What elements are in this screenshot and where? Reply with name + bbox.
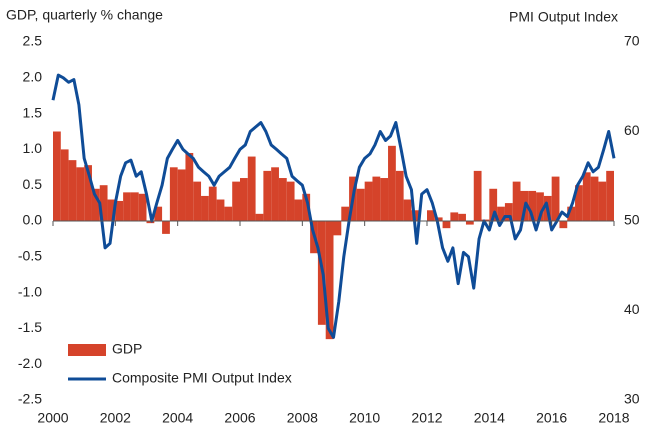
bar <box>559 221 568 229</box>
bar <box>575 185 583 221</box>
bar <box>497 206 505 221</box>
bar <box>224 206 233 221</box>
bar <box>395 170 404 221</box>
bar <box>427 210 435 221</box>
bar <box>68 160 77 221</box>
bar <box>286 181 295 221</box>
x-tick-label: 2010 <box>349 410 380 426</box>
bar <box>504 203 513 221</box>
y-tick-label: 1.5 <box>23 104 43 120</box>
bar <box>294 199 303 221</box>
bar <box>403 199 412 221</box>
bar <box>177 169 186 221</box>
bar <box>255 213 264 221</box>
y-tick-label: -2.0 <box>18 355 42 371</box>
bar <box>528 190 537 221</box>
y2-tick-label: 30 <box>624 391 640 407</box>
y2-tick-label: 40 <box>624 301 640 317</box>
bar <box>99 185 108 221</box>
y-tick-label: -2.5 <box>18 391 42 407</box>
legend-label: GDP <box>112 341 142 357</box>
bar <box>325 221 334 340</box>
bar <box>185 152 194 221</box>
bar <box>341 206 350 221</box>
bar <box>263 170 272 221</box>
x-tick-label: 2012 <box>411 410 442 426</box>
y-tick-label: -1.5 <box>18 319 42 335</box>
bar <box>162 221 170 234</box>
bar <box>169 167 178 221</box>
x-tick-label: 2000 <box>37 410 68 426</box>
bar <box>107 199 116 221</box>
bar <box>232 181 240 221</box>
bar <box>356 188 365 221</box>
bar <box>582 172 591 221</box>
bar <box>130 192 139 221</box>
bar <box>473 170 482 221</box>
bar <box>333 221 342 236</box>
bar <box>271 167 279 221</box>
bar <box>138 193 147 221</box>
bar <box>201 195 209 221</box>
bar <box>372 176 381 221</box>
x-tick-label: 2014 <box>474 410 505 426</box>
y-axis-title: GDP, quarterly % change <box>6 7 163 23</box>
bar <box>76 167 85 221</box>
y2-tick-label: 60 <box>624 122 640 138</box>
line <box>51 73 616 339</box>
bar <box>551 176 560 221</box>
bar <box>208 186 217 221</box>
bar <box>598 181 607 221</box>
y-tick-label: 0.5 <box>23 176 43 192</box>
bar <box>123 192 131 221</box>
y-tick-label: -1.0 <box>18 283 42 299</box>
bar <box>567 206 576 221</box>
bar <box>84 165 92 221</box>
bar <box>536 192 544 221</box>
bar <box>154 206 163 221</box>
bar <box>380 178 389 221</box>
bar <box>193 181 202 221</box>
y2-tick-label: 70 <box>624 33 640 49</box>
bar <box>606 170 614 221</box>
bar <box>91 188 100 221</box>
bar <box>481 219 490 221</box>
bar <box>247 156 256 221</box>
bar <box>465 221 474 225</box>
bar <box>450 212 459 221</box>
bar <box>458 213 466 221</box>
bar <box>512 181 521 221</box>
y-tick-label: 0.0 <box>23 212 43 228</box>
bar <box>240 178 248 221</box>
x-tick-label: 2016 <box>536 410 567 426</box>
bar <box>278 178 287 221</box>
bar <box>60 149 69 221</box>
y-tick-label: -0.5 <box>18 248 42 264</box>
bar <box>434 217 443 221</box>
x-tick-label: 2008 <box>287 410 318 426</box>
bar <box>302 193 311 221</box>
y-tick-label: 2.5 <box>23 33 43 49</box>
bar <box>388 145 396 221</box>
x-tick-label: 2018 <box>598 410 629 426</box>
bar <box>489 188 498 221</box>
x-tick-label: 2006 <box>224 410 255 426</box>
y-tick-label: 2.0 <box>23 69 43 85</box>
x-tick-label: 2002 <box>100 410 131 426</box>
y-tick-label: 1.0 <box>23 140 43 156</box>
legend-label: Composite PMI Output Index <box>112 370 292 386</box>
y2-axis-title: PMI Output Index <box>509 9 618 25</box>
bar <box>216 199 225 221</box>
x-tick-label: 2004 <box>162 410 193 426</box>
bar <box>442 221 451 229</box>
legend-swatch <box>68 344 106 356</box>
bar <box>115 200 124 221</box>
bar <box>590 176 599 221</box>
bar <box>364 181 373 221</box>
y2-tick-label: 50 <box>624 212 640 228</box>
bar <box>146 221 155 224</box>
bar <box>53 131 61 221</box>
